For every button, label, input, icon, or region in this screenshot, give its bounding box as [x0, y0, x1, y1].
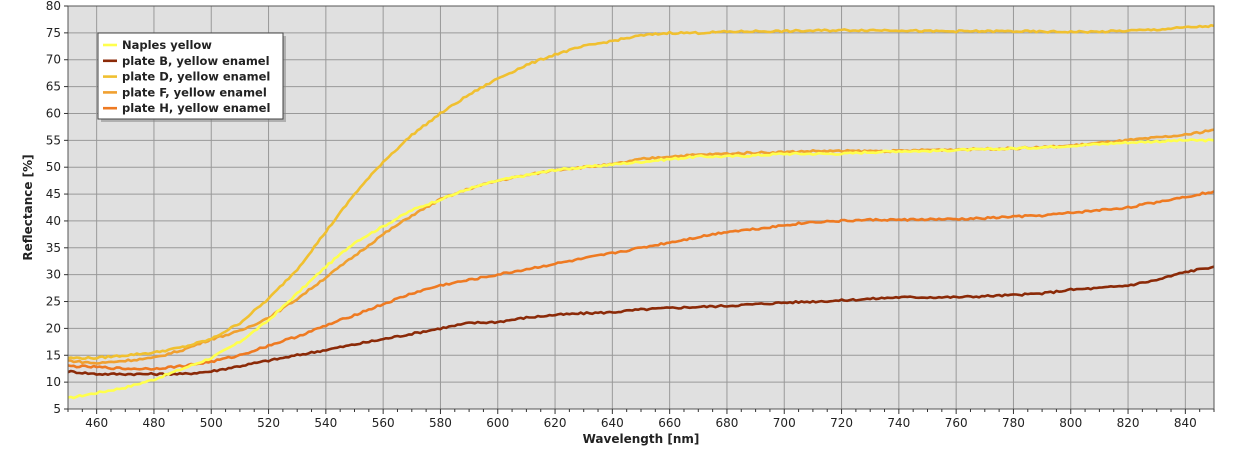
- y-tick-label: 75: [46, 26, 61, 40]
- x-tick-label: 620: [544, 416, 567, 430]
- x-tick-label: 500: [200, 416, 223, 430]
- series-line-1: [67, 265, 1215, 377]
- y-tick-label: 35: [46, 241, 61, 255]
- x-tick-label: 560: [372, 416, 395, 430]
- y-tick-label: 70: [46, 53, 61, 67]
- x-tick-label: 680: [715, 416, 738, 430]
- y-tick-label: 55: [46, 133, 61, 147]
- series-line-4: [67, 190, 1215, 371]
- legend-label: plate D, yellow enamel: [122, 70, 270, 84]
- series-line-0: [67, 138, 1215, 400]
- legend-label: plate H, yellow enamel: [122, 101, 270, 115]
- x-axis-title: Wavelength [nm]: [583, 432, 700, 446]
- y-tick-label: 65: [46, 80, 61, 94]
- series-layer: [67, 24, 1215, 400]
- y-tick-label: 40: [46, 214, 61, 228]
- x-tick-label: 660: [658, 416, 681, 430]
- y-tick-label: 5: [53, 402, 61, 416]
- y-tick-label: 60: [46, 106, 61, 120]
- y-tick-label: 25: [46, 295, 61, 309]
- x-tick-label: 520: [257, 416, 280, 430]
- x-tick-label: 800: [1059, 416, 1082, 430]
- series-line-2: [67, 24, 1215, 361]
- x-tick-label: 740: [887, 416, 910, 430]
- y-tick-label: 10: [46, 375, 61, 389]
- x-tick-label: 460: [85, 416, 108, 430]
- legend-box: [97, 32, 284, 120]
- x-tick-labels: 460 480 500 520 540 560 580 600 620 640 660 680 700 7…: [85, 416, 1197, 430]
- legend: Naples yellow plate B, yellow enamel plate…: [97, 32, 286, 122]
- x-tick-label: 540: [314, 416, 337, 430]
- y-tick-label: 30: [46, 268, 61, 282]
- legend-label: plate F, yellow enamel: [122, 85, 267, 99]
- y-tick-label: 80: [46, 0, 61, 13]
- x-tick-label: 580: [429, 416, 452, 430]
- y-axis-title: Reflectance [%]: [21, 154, 35, 260]
- x-tick-label: 820: [1117, 416, 1140, 430]
- y-tick-label: 20: [46, 321, 61, 335]
- y-tick-label: 50: [46, 160, 61, 174]
- x-tick-label: 700: [773, 416, 796, 430]
- x-tick-label: 600: [486, 416, 509, 430]
- y-tick-label: 15: [46, 348, 61, 362]
- axes: [64, 5, 1215, 414]
- x-tick-label: 640: [601, 416, 624, 430]
- x-tick-label: 840: [1174, 416, 1197, 430]
- x-tick-label: 480: [142, 416, 165, 430]
- x-tick-label: 720: [830, 416, 853, 430]
- y-tick-label: 45: [46, 187, 61, 201]
- x-tick-label: 780: [1002, 416, 1025, 430]
- legend-label: plate B, yellow enamel: [122, 54, 270, 68]
- legend-label: Naples yellow: [122, 38, 212, 52]
- y-tick-labels: 5 10 15 20 25 30 35 40 45 50 55 60 65 70 75 80: [46, 0, 61, 416]
- x-tick-label: 760: [945, 416, 968, 430]
